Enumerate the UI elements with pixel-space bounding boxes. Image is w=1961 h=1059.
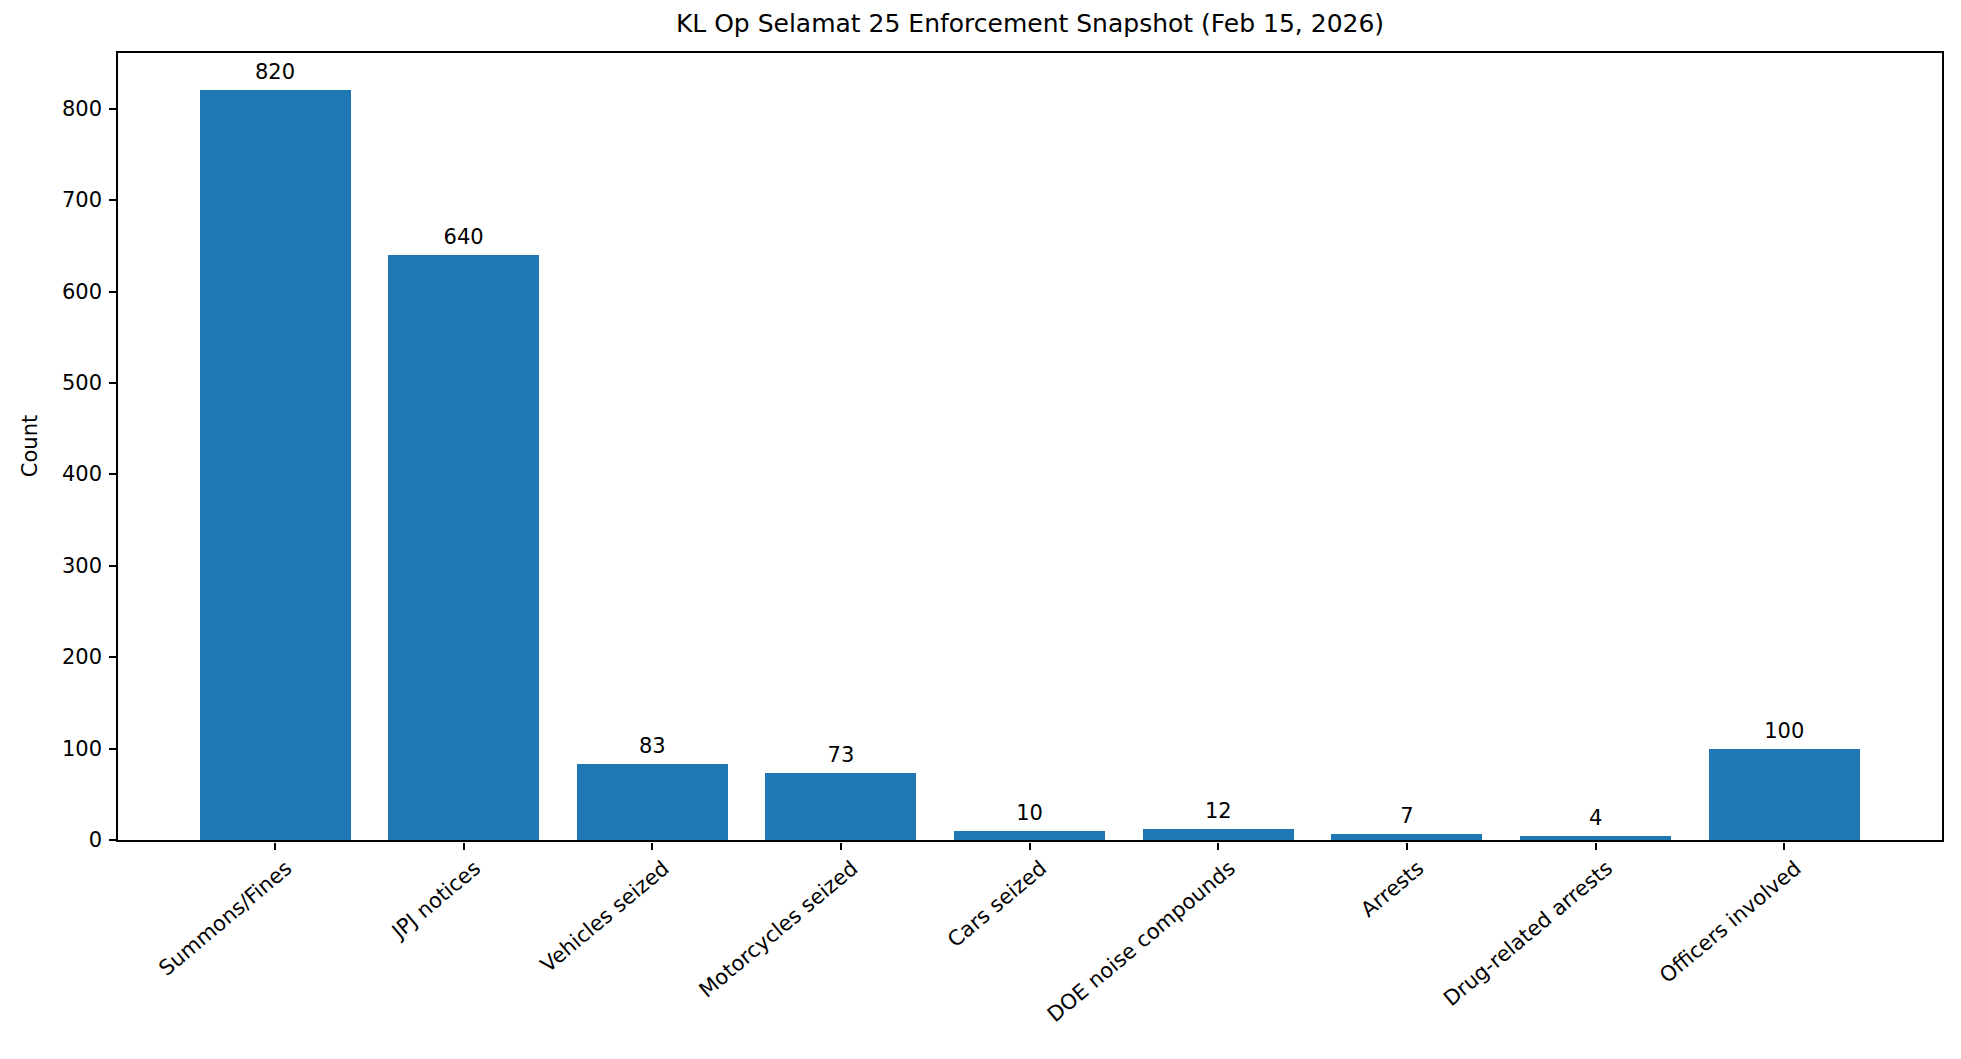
y-tick-mark bbox=[109, 839, 116, 841]
chart-title: KL Op Selamat 25 Enforcement Snapshot (F… bbox=[117, 9, 1943, 39]
bar bbox=[954, 831, 1105, 840]
y-tick-label: 800 bbox=[0, 98, 102, 120]
bar-value-label: 73 bbox=[766, 743, 916, 768]
bar bbox=[1709, 749, 1860, 840]
bar bbox=[1520, 836, 1671, 840]
y-tick-mark bbox=[109, 199, 116, 201]
y-tick-mark bbox=[109, 748, 116, 750]
y-tick-label: 200 bbox=[0, 646, 102, 668]
bar-value-label: 100 bbox=[1709, 719, 1859, 744]
bar bbox=[200, 90, 351, 840]
bar bbox=[388, 255, 539, 840]
x-tick-label: Summons/Fines bbox=[66, 856, 297, 1055]
y-tick-mark bbox=[109, 565, 116, 567]
bar-value-label: 640 bbox=[389, 225, 539, 250]
y-tick-mark bbox=[109, 382, 116, 384]
x-tick-mark bbox=[840, 843, 842, 850]
y-tick-label: 0 bbox=[0, 829, 102, 851]
y-tick-mark bbox=[109, 656, 116, 658]
y-tick-mark bbox=[109, 108, 116, 110]
y-tick-mark bbox=[109, 473, 116, 475]
bar bbox=[765, 773, 916, 840]
y-tick-label: 100 bbox=[0, 738, 102, 760]
x-tick-mark bbox=[651, 843, 653, 850]
x-tick-mark bbox=[1595, 843, 1597, 850]
x-tick-mark bbox=[1217, 843, 1219, 850]
bar-value-label: 83 bbox=[577, 734, 727, 759]
x-tick-label: Vehicles seized bbox=[154, 856, 674, 1059]
y-tick-label: 300 bbox=[0, 555, 102, 577]
bar-value-label: 820 bbox=[200, 60, 350, 85]
y-tick-label: 500 bbox=[0, 372, 102, 394]
bar-chart-figure: KL Op Selamat 25 Enforcement Snapshot (F… bbox=[0, 0, 1961, 1059]
bar bbox=[577, 764, 728, 840]
y-tick-mark bbox=[109, 291, 116, 293]
x-tick-mark bbox=[463, 843, 465, 850]
bar-value-label: 12 bbox=[1143, 799, 1293, 824]
bar-value-label: 7 bbox=[1332, 804, 1482, 829]
bar-value-label: 10 bbox=[955, 801, 1105, 826]
x-tick-mark bbox=[1783, 843, 1785, 850]
bar bbox=[1143, 829, 1294, 840]
bar-value-label: 4 bbox=[1521, 806, 1671, 831]
y-tick-label: 600 bbox=[0, 281, 102, 303]
bar bbox=[1331, 834, 1482, 840]
x-tick-mark bbox=[1029, 843, 1031, 850]
x-tick-mark bbox=[1406, 843, 1408, 850]
x-tick-mark bbox=[274, 843, 276, 850]
y-tick-label: 400 bbox=[0, 463, 102, 485]
x-tick-label: Arrests bbox=[331, 856, 1429, 1059]
y-tick-label: 700 bbox=[0, 189, 102, 211]
